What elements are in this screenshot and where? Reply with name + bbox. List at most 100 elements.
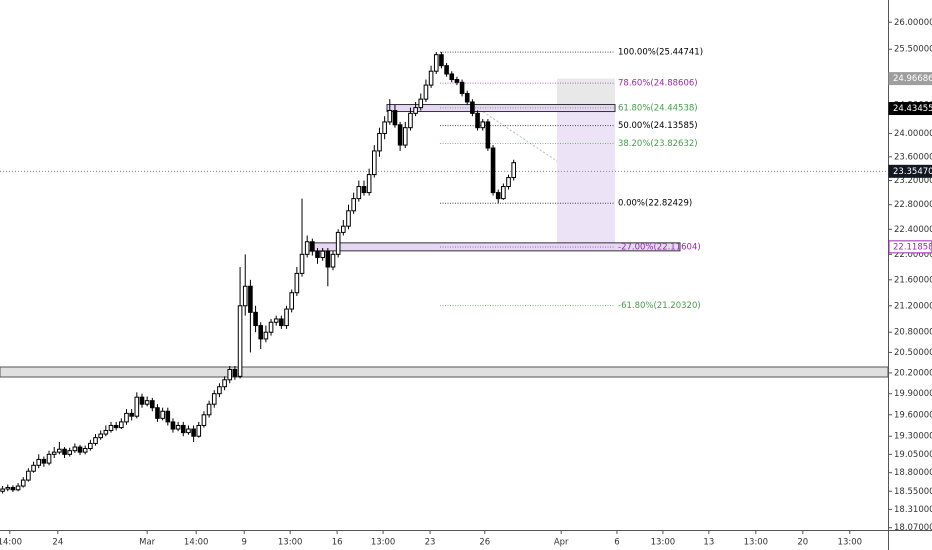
candle-body [371, 150, 377, 176]
candle-body [506, 177, 511, 188]
candle-body [46, 453, 52, 464]
candle-body [351, 198, 356, 212]
candle-body [310, 241, 315, 252]
y-tick-label: 19.60000 [894, 410, 932, 420]
price-tag-label: 22.11858 [893, 242, 932, 252]
candle-body [258, 325, 264, 340]
fib-label: 0.00%(22.82429) [618, 199, 692, 209]
y-tick-label: 18.80000 [894, 468, 932, 478]
candle-body [289, 292, 295, 310]
candle-body [428, 70, 434, 86]
y-tick-label: 19.05000 [894, 450, 932, 460]
candle-body [304, 241, 310, 255]
x-tick-label: 6 [614, 538, 619, 548]
candle-body [57, 448, 62, 453]
candle-body [67, 450, 73, 455]
candle-body [165, 410, 171, 423]
y-tick-label: 20.80000 [894, 328, 932, 338]
candle-body [464, 93, 470, 103]
candle-body [449, 73, 455, 81]
candle-body [263, 331, 269, 340]
candle-body [10, 487, 16, 491]
candle-body [88, 442, 93, 450]
candle-body [211, 393, 217, 405]
candle-body [495, 192, 501, 200]
y-tick-label: 20.50000 [894, 348, 932, 358]
y-tick-label: 26.00000 [894, 18, 932, 28]
candle-body [253, 311, 258, 327]
candle-body [335, 231, 341, 255]
candle-body [279, 318, 284, 327]
price-tag [888, 164, 932, 178]
price-tag-label: 24.43455 [893, 104, 932, 114]
x-tick-label: 14:00 [184, 538, 209, 548]
candle-body [51, 451, 57, 455]
candle-body [124, 412, 129, 423]
candle-body [108, 424, 114, 431]
candle-body [454, 79, 460, 83]
candle-body [36, 458, 42, 466]
candle-body [129, 412, 134, 417]
candle-body [82, 448, 88, 453]
x-tick-label: 13:00 [838, 538, 863, 548]
candle-body [423, 84, 429, 100]
x-tick-label: 13:00 [744, 538, 769, 548]
candle-body [433, 54, 439, 72]
y-tick-label: 19.90000 [894, 389, 932, 399]
candle-body [26, 470, 31, 481]
candle-body [330, 253, 336, 268]
candle-body [485, 121, 491, 149]
candle-body [248, 285, 253, 313]
candle-body [320, 250, 325, 258]
candle-body [41, 458, 47, 464]
candle-body [408, 112, 413, 129]
candle-body [98, 433, 103, 439]
candle-body [15, 485, 21, 491]
candle-body [366, 174, 372, 194]
candle-body [341, 225, 346, 233]
candle-body [299, 253, 305, 274]
y-tick-label: 22.40000 [894, 225, 932, 235]
candle-body [201, 414, 207, 426]
candle-body [62, 448, 67, 455]
candle-body [139, 396, 145, 405]
candle-body [361, 186, 367, 194]
price-tag [888, 102, 932, 116]
candle-body [144, 400, 150, 405]
fib-label: 78.60%(24.88606) [618, 79, 698, 89]
candle-body [242, 285, 248, 307]
fib-label: 38.20%(23.82632) [618, 139, 698, 149]
y-tick-label: 18.07000 [894, 523, 932, 533]
candle-body [180, 424, 186, 434]
price-tag-label: 23.35470 [893, 167, 932, 177]
x-tick-label: 16 [332, 538, 343, 548]
candle-body [134, 396, 140, 417]
candle-body [480, 121, 486, 129]
candle-body [439, 54, 444, 67]
candle-body [103, 429, 109, 435]
y-tick-label: 18.31000 [894, 505, 932, 515]
candle-body [31, 464, 36, 472]
candle-body [397, 124, 403, 146]
candle-body [227, 368, 233, 381]
fib-label: -61.80%(21.20320) [618, 301, 701, 311]
candle-body [284, 308, 289, 327]
candle-body [418, 98, 424, 109]
x-tick-label: 13:00 [651, 538, 676, 548]
candle-body [444, 65, 449, 75]
x-tick-label: 26 [479, 538, 490, 548]
target-box-lower [557, 108, 615, 247]
fib-label: 100.00%(25.44741) [618, 48, 703, 58]
candle-body [232, 368, 238, 377]
candle-body [77, 446, 83, 453]
x-tick-label: Mar [139, 538, 156, 548]
x-tick-label: 24 [52, 538, 63, 548]
candle-body [470, 101, 475, 114]
candle-body [0, 488, 5, 492]
support-zone [0, 366, 889, 378]
candle-body [273, 318, 279, 323]
candle-body [237, 305, 243, 377]
x-tick-label: 13 [703, 538, 714, 548]
